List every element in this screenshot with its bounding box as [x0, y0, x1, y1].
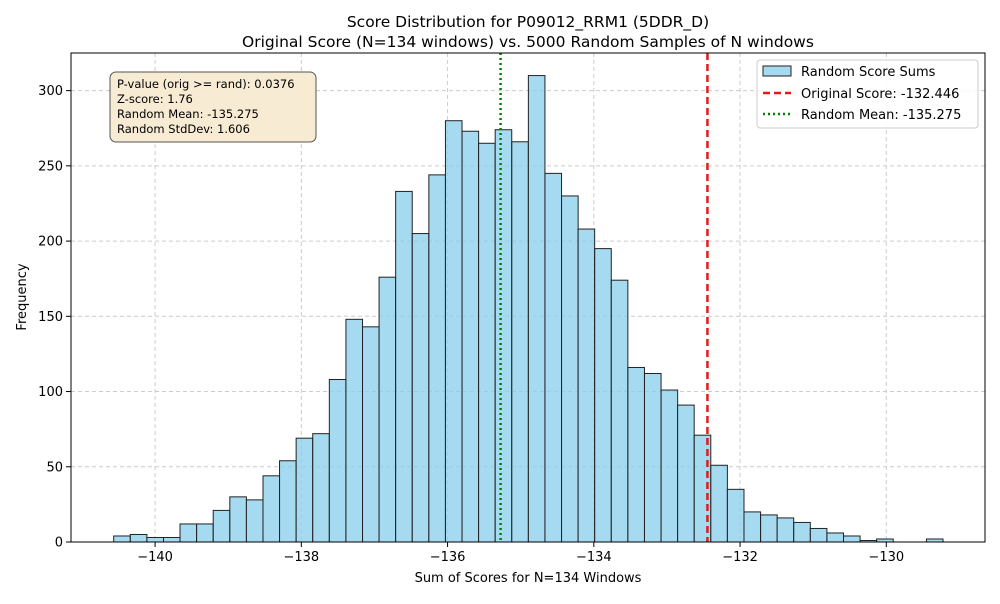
histogram-bar — [511, 141, 529, 543]
histogram-bar — [561, 195, 579, 543]
histogram-bar — [677, 404, 695, 543]
stats-box-background — [109, 71, 317, 143]
histogram-bar — [179, 523, 198, 543]
x-tick-label: −140 — [137, 550, 173, 565]
histogram-bar — [411, 233, 430, 543]
histogram-bar — [577, 228, 596, 543]
histogram-bar — [129, 533, 148, 543]
histogram-bar — [262, 475, 281, 543]
y-axis-label: Frequency — [15, 263, 30, 330]
histogram-bar — [793, 521, 811, 543]
histogram-bar — [362, 326, 380, 543]
plot-frame — [70, 52, 986, 543]
histogram-bar — [710, 464, 728, 543]
histogram-bar — [345, 318, 364, 543]
histogram-bar — [146, 536, 164, 543]
chart-title: Score Distribution for P09012_RRM1 (5DDR… — [347, 13, 709, 32]
histogram-bar — [395, 190, 413, 543]
x-tick-label: −134 — [576, 550, 612, 565]
legend-label-random-mean: Random Mean: -135.275 — [801, 108, 961, 123]
histogram-bar — [229, 496, 247, 543]
reference-lines — [499, 53, 709, 542]
histogram-bar — [312, 433, 330, 543]
histogram-bar — [113, 535, 131, 543]
histogram-bar — [743, 511, 762, 543]
histogram-bar — [212, 509, 231, 543]
histogram-bar — [196, 523, 214, 543]
x-axis-label: Sum of Scores for N=134 Windows — [415, 571, 642, 586]
x-tick-label: −136 — [430, 550, 466, 565]
histogram-bars — [113, 75, 944, 543]
histogram-bar — [527, 75, 546, 543]
legend-label-original-score: Original Score: -132.446 — [801, 87, 959, 102]
y-tick-label: 250 — [38, 159, 63, 174]
stats-line-stddev: Random StdDev: 1.606 — [117, 122, 250, 136]
histogram-bar — [279, 460, 297, 543]
y-tick-label: 300 — [38, 84, 63, 99]
x-axis-ticks: −140 −138 −136 −134 −132 −130 — [137, 542, 904, 565]
x-tick-label: −132 — [722, 550, 758, 565]
histogram-bar — [245, 499, 264, 543]
histogram-bar — [660, 389, 679, 543]
histogram-bar — [594, 248, 612, 543]
histogram-bar — [328, 379, 347, 543]
stats-line-zscore: Z-score: 1.76 — [117, 92, 193, 106]
histogram-bar — [544, 172, 563, 543]
histogram-bar — [610, 279, 629, 543]
histogram-bar — [295, 437, 314, 543]
histogram-bar — [826, 532, 844, 543]
histogram-bar — [494, 129, 513, 543]
stats-line-pvalue: P-value (orig >= rand): 0.0376 — [117, 77, 295, 91]
histogram-bar — [461, 130, 480, 543]
histogram-bar — [643, 372, 662, 543]
y-tick-label: 50 — [46, 460, 63, 475]
x-tick-label: −130 — [868, 550, 904, 565]
stats-line-mean: Random Mean: -135.275 — [117, 107, 259, 121]
histogram-bar — [478, 142, 496, 543]
legend-frame — [756, 59, 979, 129]
histogram-bar — [776, 517, 795, 543]
histogram-bar — [843, 535, 861, 543]
histogram-bar — [428, 174, 446, 543]
histogram-bar — [809, 527, 828, 543]
histogram-bar — [627, 366, 645, 543]
y-tick-label: 150 — [38, 310, 63, 325]
stats-box: P-value (orig >= rand): 0.0376 Z-score: … — [109, 71, 317, 143]
histogram-bar — [162, 536, 181, 543]
x-tick-label: −138 — [283, 550, 319, 565]
y-axis-ticks: 0 50 100 150 200 250 300 — [38, 84, 71, 551]
histogram-bar — [378, 276, 397, 543]
legend-swatch-histogram — [762, 65, 792, 77]
histogram-bar — [726, 488, 745, 543]
histogram-bar — [760, 514, 778, 543]
legend: Random Score Sums Original Score: -132.4… — [756, 59, 979, 129]
chart-subtitle: Original Score (N=134 windows) vs. 5000 … — [242, 33, 814, 51]
y-tick-label: 0 — [55, 536, 63, 551]
legend-label-histogram: Random Score Sums — [801, 65, 936, 80]
y-tick-label: 100 — [38, 385, 63, 400]
y-tick-label: 200 — [38, 235, 63, 250]
histogram-bar — [444, 120, 463, 543]
